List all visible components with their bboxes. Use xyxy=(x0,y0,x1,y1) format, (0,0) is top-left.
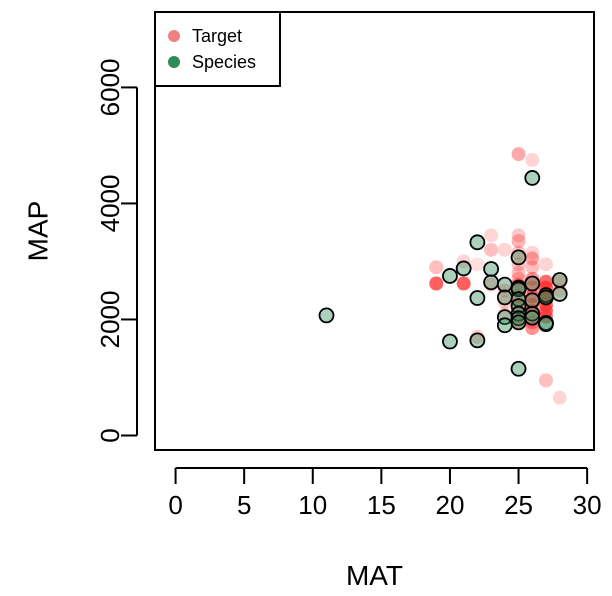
legend-marker-target xyxy=(168,30,180,42)
target-point xyxy=(511,228,526,243)
species-point xyxy=(524,275,541,292)
species-point xyxy=(496,317,513,334)
species-point xyxy=(496,289,513,306)
target-point xyxy=(525,245,540,260)
target-point xyxy=(470,257,485,272)
x-tick-label: 20 xyxy=(435,490,464,520)
legend: Target Species xyxy=(154,11,281,87)
y-tick-label: 6000 xyxy=(95,58,125,116)
target-point xyxy=(538,373,553,388)
species-point xyxy=(551,286,568,302)
legend-label-species: Species xyxy=(192,52,256,72)
species-point xyxy=(455,260,472,277)
species-point xyxy=(469,234,486,251)
legend-label-target: Target xyxy=(192,26,242,46)
x-tick-label: 5 xyxy=(237,490,251,520)
target-point xyxy=(511,147,526,162)
species-point xyxy=(551,272,568,288)
x-tick-label: 25 xyxy=(504,490,533,520)
legend-frame xyxy=(154,11,281,87)
species-point xyxy=(524,305,541,322)
target-point xyxy=(429,276,444,291)
target-point xyxy=(456,276,471,291)
species-point xyxy=(469,290,486,306)
x-tick-label: 30 xyxy=(573,490,602,520)
y-axis-title: MAP xyxy=(23,201,54,262)
species-point xyxy=(524,309,541,326)
species-point xyxy=(483,261,500,277)
target-point xyxy=(525,251,540,266)
target-point xyxy=(525,260,540,275)
species-point xyxy=(510,249,527,266)
legend-marker-species xyxy=(168,56,180,68)
plot-area-frame xyxy=(154,11,595,451)
species-point xyxy=(318,307,335,324)
species-point xyxy=(524,170,541,186)
species-point xyxy=(469,332,486,349)
x-tick-label: 15 xyxy=(367,490,396,520)
target-point xyxy=(525,152,540,167)
axes: 0 5 10 15 20 25 30 0 2000 4000 6000 xyxy=(95,58,602,520)
x-axis-title: MAT xyxy=(346,560,403,591)
target-point xyxy=(497,295,512,310)
target-point xyxy=(429,260,444,275)
species-point xyxy=(510,314,527,331)
target-point xyxy=(511,245,526,260)
target-point xyxy=(538,257,553,272)
x-tick-label: 0 xyxy=(168,490,182,520)
data-points xyxy=(318,147,568,405)
target-point xyxy=(497,242,512,257)
species-point xyxy=(483,274,500,291)
y-tick-label: 2000 xyxy=(95,291,125,349)
target-point xyxy=(511,266,526,281)
y-tick-label: 0 xyxy=(95,428,125,442)
target-point xyxy=(511,234,526,249)
x-tick-label: 10 xyxy=(298,490,327,520)
species-point xyxy=(442,333,458,350)
species-point xyxy=(538,316,554,333)
y-tick-label: 4000 xyxy=(95,175,125,233)
species-point xyxy=(538,289,554,306)
species-point xyxy=(442,268,458,284)
species-point xyxy=(524,292,541,309)
species-point xyxy=(510,360,527,377)
target-point xyxy=(484,242,499,257)
target-point xyxy=(552,390,567,405)
target-point xyxy=(484,228,499,243)
